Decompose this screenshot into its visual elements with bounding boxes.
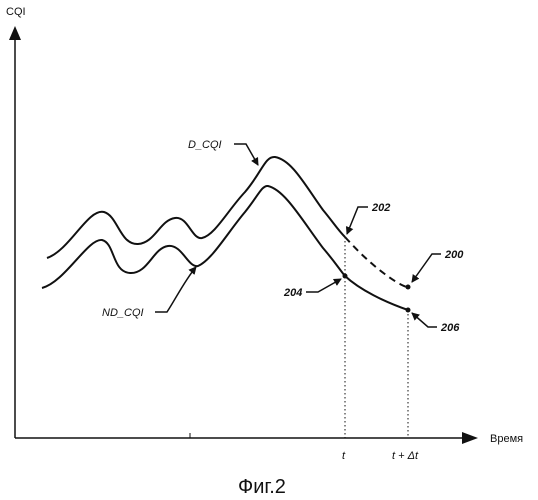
y-axis-arrow-icon [9,26,21,40]
d-cqi-predicted-curve [345,237,408,287]
y-axis-label: CQI [6,6,26,18]
point-200 [406,285,411,290]
nd-cqi-curve [42,186,408,310]
d-cqi-label: D_CQI [188,139,222,151]
figure-caption: Фиг.2 [238,476,286,498]
nd-cqi-label: ND_CQI [102,307,144,319]
ref-label-206: 206 [440,322,460,334]
ref-label-204: 204 [283,287,302,299]
d-cqi-curve [47,157,345,258]
ref-leader-204 [306,279,341,292]
ref-label-202: 202 [371,202,390,214]
ref-label-200: 200 [444,249,464,261]
ref-leader-202 [347,207,368,234]
x-axis-label: Время [490,433,523,445]
ref-leader-200 [412,254,441,282]
tick-label-t-dt: t + Δt [392,450,419,462]
nd-cqi-leader [155,267,196,312]
ref-leader-206 [412,313,437,327]
tick-label-t: t [342,450,346,462]
x-axis-arrow-icon [462,432,478,444]
d-cqi-leader [234,144,258,165]
